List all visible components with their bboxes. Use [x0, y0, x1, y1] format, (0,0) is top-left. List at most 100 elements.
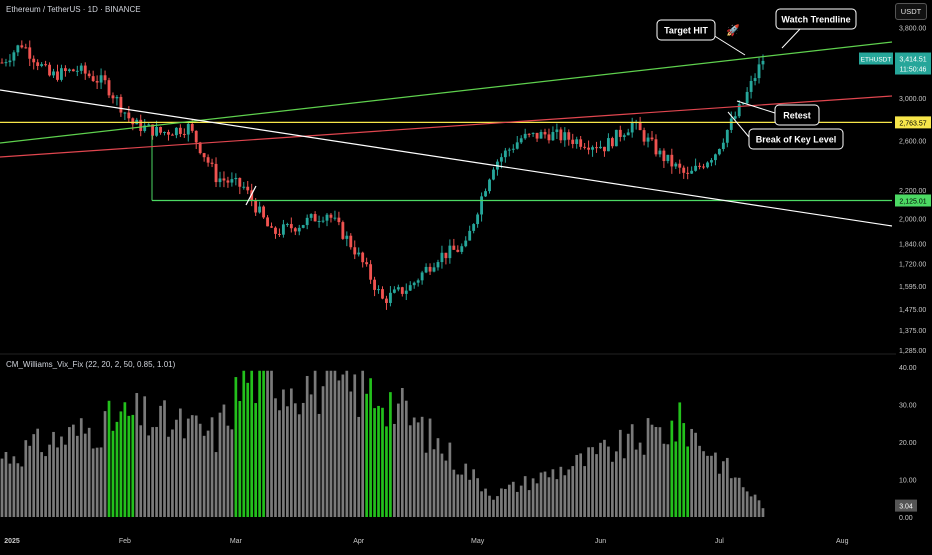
candle-body — [198, 142, 202, 154]
candle-body — [16, 45, 20, 53]
break-key-level-callout[interactable]: Break of Key Level — [727, 111, 844, 150]
candle-body — [551, 132, 555, 141]
candle-body — [515, 142, 519, 149]
vix-bar — [234, 377, 238, 517]
vix-bar — [694, 432, 697, 517]
candle-body — [404, 290, 408, 294]
candle-body — [163, 131, 166, 133]
watch-trendline-callout-box — [775, 8, 857, 30]
candle-body — [519, 138, 523, 143]
candle-body — [416, 280, 420, 283]
vix-bar — [741, 487, 745, 517]
candle-body — [563, 132, 567, 141]
vix-bar — [674, 441, 678, 517]
candle-body — [87, 73, 91, 77]
candle-body — [535, 132, 539, 139]
price-tick-label: 1,720.00 — [899, 261, 926, 268]
vix-bar — [12, 456, 16, 517]
vix-bar — [48, 444, 51, 517]
candle-body — [40, 64, 44, 66]
candle-body — [444, 252, 448, 259]
candle-body — [107, 80, 111, 96]
candle-body — [44, 64, 48, 66]
candle-body — [523, 133, 527, 139]
vix-bar — [611, 461, 614, 517]
vix-bar — [194, 415, 198, 517]
time-tick-label: Mar — [230, 538, 243, 545]
vix-bar — [448, 442, 452, 517]
vix-bar — [182, 438, 186, 517]
candle-body — [432, 267, 436, 272]
vix-bar — [599, 442, 602, 517]
candle-body — [28, 47, 32, 59]
target-hit-callout[interactable]: Target HIT — [656, 19, 746, 56]
candle-body — [424, 266, 428, 273]
retest-callout[interactable]: Retest — [736, 100, 820, 126]
watch-trendline-callout[interactable]: Watch Trendline — [775, 8, 857, 49]
currency-unit-button[interactable]: USDT — [895, 3, 927, 20]
vix-bar — [432, 449, 436, 517]
candle-body — [345, 235, 349, 239]
white-trendline-segment — [245, 185, 257, 206]
vix-bar — [79, 418, 83, 517]
candle-body — [591, 147, 594, 150]
candle-body — [52, 71, 55, 76]
vix-bar — [389, 392, 392, 517]
candle-body — [543, 132, 547, 135]
vix-bar — [309, 394, 313, 517]
price-tick-label: 2,000.00 — [899, 217, 926, 224]
vix-bar — [543, 471, 547, 517]
time-tick-label: Feb — [119, 538, 131, 545]
vix-bar — [658, 427, 662, 517]
vix-bar — [690, 428, 693, 517]
candle-body — [539, 132, 543, 139]
candle-body — [388, 292, 392, 303]
vix-bar — [531, 478, 535, 517]
candle-body — [353, 247, 357, 255]
candle-body — [147, 124, 151, 126]
candle-body — [60, 68, 63, 80]
candle-body — [460, 246, 464, 252]
candle-body — [583, 146, 587, 148]
vix-bar — [408, 425, 412, 517]
white-trendline[interactable] — [0, 89, 893, 227]
vix-bar — [333, 370, 337, 517]
vix-bar — [353, 374, 357, 517]
price-tick-label: 3,000.00 — [899, 96, 926, 103]
time-tick-label: 2025 — [4, 538, 20, 545]
green-trendline[interactable] — [0, 41, 893, 144]
vix-bar — [107, 400, 111, 517]
vix-bar — [551, 469, 555, 517]
vix-bar — [591, 447, 594, 517]
vix-bar — [115, 421, 119, 517]
time-tick-label: Jul — [715, 538, 724, 545]
vix-bar — [535, 483, 539, 517]
vix-bar — [622, 458, 626, 517]
indicator-title: CM_Williams_Vix_Fix (22, 20, 2, 50, 0.85… — [6, 360, 176, 369]
candle-body — [95, 81, 99, 83]
vix-last-tag — [895, 499, 917, 512]
vix-bar — [266, 370, 269, 517]
vix-bar — [749, 496, 753, 517]
vix-bar — [297, 414, 301, 517]
vix-bar — [567, 469, 571, 517]
retest-callout-box — [774, 104, 820, 126]
vix-bar — [246, 382, 250, 517]
vix-bar — [706, 455, 709, 517]
last-price-tag — [895, 52, 931, 75]
red-trendline[interactable] — [0, 95, 893, 158]
vix-bar — [91, 448, 95, 517]
candle-body — [686, 172, 690, 174]
vix-bar — [87, 427, 91, 517]
candle-body — [226, 180, 230, 183]
candle-body — [171, 134, 174, 136]
symbol-tag — [859, 52, 893, 65]
vix-bar — [607, 446, 610, 517]
candle-body — [119, 96, 123, 113]
vix-bar — [484, 488, 487, 517]
vix-bar — [32, 434, 36, 517]
candle-body — [24, 47, 28, 49]
vix-bar — [666, 444, 670, 517]
